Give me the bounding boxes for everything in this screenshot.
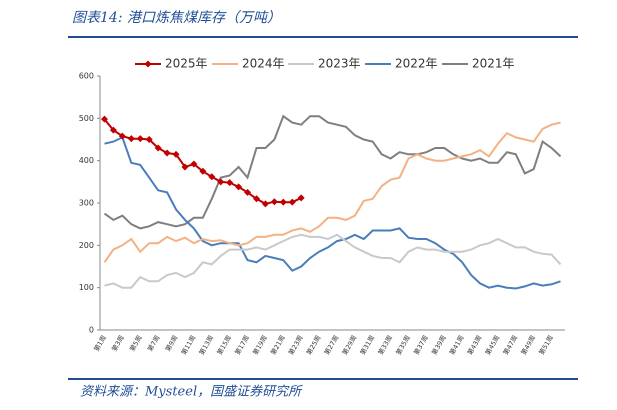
legend-label: 2022年 [395,57,438,71]
series-marker [270,198,278,206]
series-marker [190,160,198,168]
x-tick-label: 第33周 [376,334,394,357]
legend-marker [144,60,152,68]
series-marker [100,115,108,123]
x-tick-label: 第39周 [429,334,447,357]
series-marker [172,150,180,158]
series-marker [199,167,207,175]
x-tick-label: 第21周 [268,334,286,357]
x-tick-label: 第51周 [537,334,555,357]
source-note: 资料来源：Mysteel，国盛证券研究所 [80,384,303,400]
x-tick-label: 第9周 [163,334,179,353]
series-marker [244,188,252,196]
series-marker [235,183,243,191]
series-marker [109,126,117,134]
series-line [103,114,562,230]
series-marker [118,132,126,140]
x-tick-label: 第1周 [92,334,108,353]
series-marker [279,198,287,206]
x-tick-label: 第7周 [145,334,161,353]
series-marker [181,163,189,171]
series-line [104,233,562,289]
series-marker [154,144,162,152]
x-tick-label: 第41周 [447,334,465,357]
page-title: 图表14: 港口炼焦煤库存（万吨） [72,10,281,26]
x-tick-label: 第43周 [465,334,483,357]
series-marker [288,198,296,206]
y-tick-label: 500 [79,114,94,123]
series-marker [261,200,269,208]
x-tick-label: 第11周 [179,334,197,357]
x-tick-label: 第37周 [411,334,429,357]
series-marker [252,195,260,203]
x-tick-label: 第31周 [358,334,376,357]
series-marker [208,173,216,181]
legend-label: 2023年 [318,57,361,71]
x-tick-label: 第17周 [233,334,251,357]
x-tick-label: 第35周 [394,334,412,357]
series-marker [145,136,153,143]
legend-label: 2024年 [242,57,285,71]
series-marker [163,149,171,157]
x-tick-label: 第5周 [127,334,143,353]
x-tick-label: 第19周 [250,334,268,357]
y-tick-label: 400 [79,156,94,165]
x-tick-label: 第47周 [501,334,519,357]
legend-label: 2025年 [165,57,208,71]
y-tick-label: 200 [79,241,94,250]
x-tick-label: 第49周 [519,334,537,357]
series-line [104,136,561,290]
x-tick-label: 第3周 [109,334,125,353]
series-marker [297,194,305,202]
series-line [103,121,561,263]
x-tick-label: 第23周 [286,334,304,357]
series-marker [226,179,234,187]
y-tick-label: 600 [79,72,94,81]
series-marker [127,135,135,143]
series-marker [217,178,225,186]
y-tick-label: 0 [89,326,94,335]
x-tick-label: 第15周 [215,334,233,357]
x-tick-label: 第45周 [483,334,501,357]
x-tick-label: 第29周 [340,334,358,357]
y-tick-label: 100 [79,283,94,292]
series-marker [136,135,144,143]
series-line [103,118,302,205]
legend-label: 2021年 [472,57,515,71]
x-tick-label: 第27周 [322,334,340,357]
x-tick-label: 第25周 [304,334,322,357]
x-tick-label: 第13周 [197,334,215,357]
y-tick-label: 300 [79,199,94,208]
